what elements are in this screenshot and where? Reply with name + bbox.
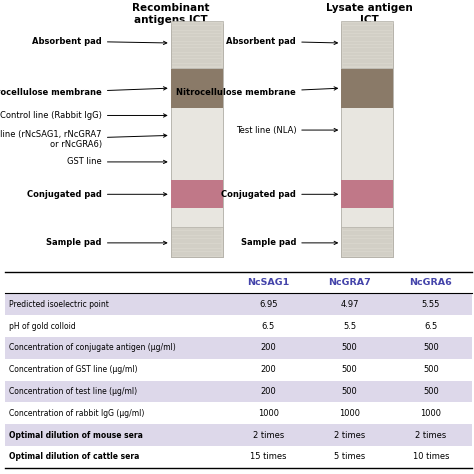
Bar <box>171 21 223 68</box>
Text: Concentration of test line (μg/ml): Concentration of test line (μg/ml) <box>9 387 137 396</box>
Text: 4.97: 4.97 <box>340 300 359 309</box>
Bar <box>5 402 472 424</box>
Text: 1000: 1000 <box>339 409 360 418</box>
Text: Nitrocellulose membrane: Nitrocellulose membrane <box>176 87 337 97</box>
Text: 5.55: 5.55 <box>422 300 440 309</box>
Text: NcGRA7: NcGRA7 <box>328 278 371 287</box>
Text: Predicted isoelectric point: Predicted isoelectric point <box>9 300 109 309</box>
Bar <box>5 315 472 337</box>
Bar <box>5 359 472 381</box>
Text: 5 times: 5 times <box>334 452 365 461</box>
Bar <box>341 181 393 209</box>
Bar <box>5 381 472 402</box>
Text: pH of gold colloid: pH of gold colloid <box>9 322 75 331</box>
Text: 2 times: 2 times <box>334 430 365 439</box>
Text: Concentration of GST line (μg/ml): Concentration of GST line (μg/ml) <box>9 365 137 374</box>
Bar <box>5 446 472 468</box>
Text: 1000: 1000 <box>420 409 441 418</box>
Text: 500: 500 <box>423 344 439 353</box>
Text: Conjugated pad: Conjugated pad <box>27 190 167 199</box>
Text: Concentration of conjugate antigen (μg/ml): Concentration of conjugate antigen (μg/m… <box>9 344 175 353</box>
Text: Lysate antigen
ICT: Lysate antigen ICT <box>326 3 413 25</box>
Bar <box>171 227 223 257</box>
Text: GST line: GST line <box>67 157 167 166</box>
Bar <box>5 293 472 315</box>
Text: Recombinant
antigens ICT: Recombinant antigens ICT <box>132 3 210 25</box>
Text: 6.95: 6.95 <box>259 300 277 309</box>
Text: Sample pad: Sample pad <box>241 238 337 247</box>
Text: Absorbent pad: Absorbent pad <box>227 36 337 46</box>
Bar <box>341 227 393 257</box>
Text: 200: 200 <box>260 365 276 374</box>
Text: Test line (NLA): Test line (NLA) <box>236 126 337 135</box>
Text: Optimal dilution of cattle sera: Optimal dilution of cattle sera <box>9 452 139 461</box>
Text: Absorbent pad: Absorbent pad <box>32 36 167 46</box>
Text: Optimal dilution of mouse sera: Optimal dilution of mouse sera <box>9 430 142 439</box>
Text: 2 times: 2 times <box>415 430 447 439</box>
Text: Nitrocellulose membrane: Nitrocellulose membrane <box>0 87 167 97</box>
Text: NcSAG1: NcSAG1 <box>247 278 289 287</box>
Text: 5.5: 5.5 <box>343 322 356 331</box>
Text: 6.5: 6.5 <box>262 322 275 331</box>
Text: 500: 500 <box>342 387 357 396</box>
Text: 2 times: 2 times <box>253 430 284 439</box>
Text: Test line (rNcSAG1, rNcGRA7
or rNcGRA6): Test line (rNcSAG1, rNcGRA7 or rNcGRA6) <box>0 130 167 149</box>
Text: 500: 500 <box>423 387 439 396</box>
Text: 1000: 1000 <box>258 409 279 418</box>
Text: Concentration of rabbit IgG (μg/ml): Concentration of rabbit IgG (μg/ml) <box>9 409 144 418</box>
Bar <box>5 337 472 359</box>
Bar <box>341 24 393 257</box>
Text: Control line (Rabbit IgG): Control line (Rabbit IgG) <box>0 111 167 120</box>
Text: 6.5: 6.5 <box>424 322 438 331</box>
Bar <box>171 181 223 209</box>
Text: 15 times: 15 times <box>250 452 286 461</box>
Text: 500: 500 <box>342 344 357 353</box>
Text: 500: 500 <box>423 365 439 374</box>
Bar <box>171 69 223 108</box>
Text: 200: 200 <box>260 344 276 353</box>
Text: 200: 200 <box>260 387 276 396</box>
Text: Sample pad: Sample pad <box>46 238 167 247</box>
Bar <box>341 69 393 108</box>
Text: 500: 500 <box>342 365 357 374</box>
Bar <box>341 21 393 68</box>
Text: NcGRA6: NcGRA6 <box>410 278 452 287</box>
Bar <box>5 272 472 293</box>
Text: 10 times: 10 times <box>413 452 449 461</box>
Bar <box>171 24 223 257</box>
Bar <box>5 424 472 446</box>
Text: Conjugated pad: Conjugated pad <box>221 190 337 199</box>
